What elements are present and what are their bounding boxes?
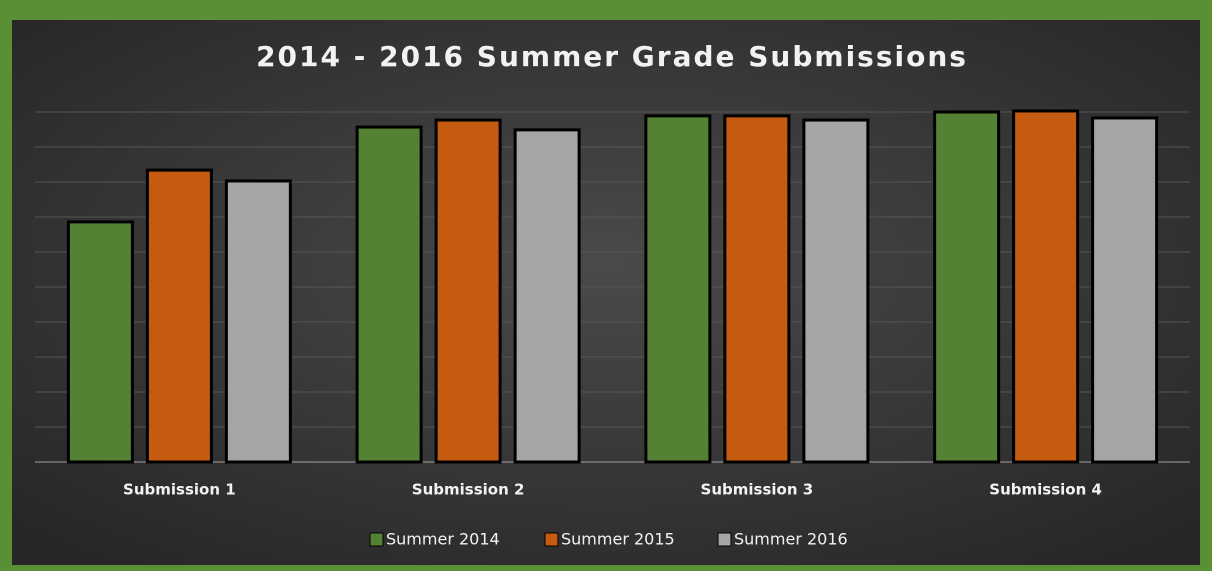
legend-label: Summer 2016 — [734, 530, 848, 549]
x-tick-label: Submission 2 — [412, 481, 525, 499]
chart-title: 2014 - 2016 Summer Grade Submissions — [256, 40, 968, 73]
legend-swatch — [544, 532, 559, 547]
bar — [224, 179, 292, 464]
bar — [1091, 116, 1159, 464]
legend-swatch — [369, 532, 384, 547]
bar — [644, 114, 712, 464]
bar — [723, 114, 791, 464]
bar — [434, 118, 502, 464]
bar — [802, 118, 870, 464]
bar — [355, 125, 423, 464]
x-tick-label: Submission 1 — [123, 481, 236, 499]
x-tick-label: Submission 4 — [989, 481, 1102, 499]
bar — [66, 220, 134, 464]
legend-swatch — [717, 532, 732, 547]
x-tick-label: Submission 3 — [701, 481, 814, 499]
bar — [513, 128, 581, 464]
bar — [1012, 109, 1080, 464]
bar — [933, 110, 1001, 464]
legend-label: Summer 2015 — [561, 530, 675, 549]
bar — [145, 168, 213, 464]
legend-label: Summer 2014 — [386, 530, 500, 549]
